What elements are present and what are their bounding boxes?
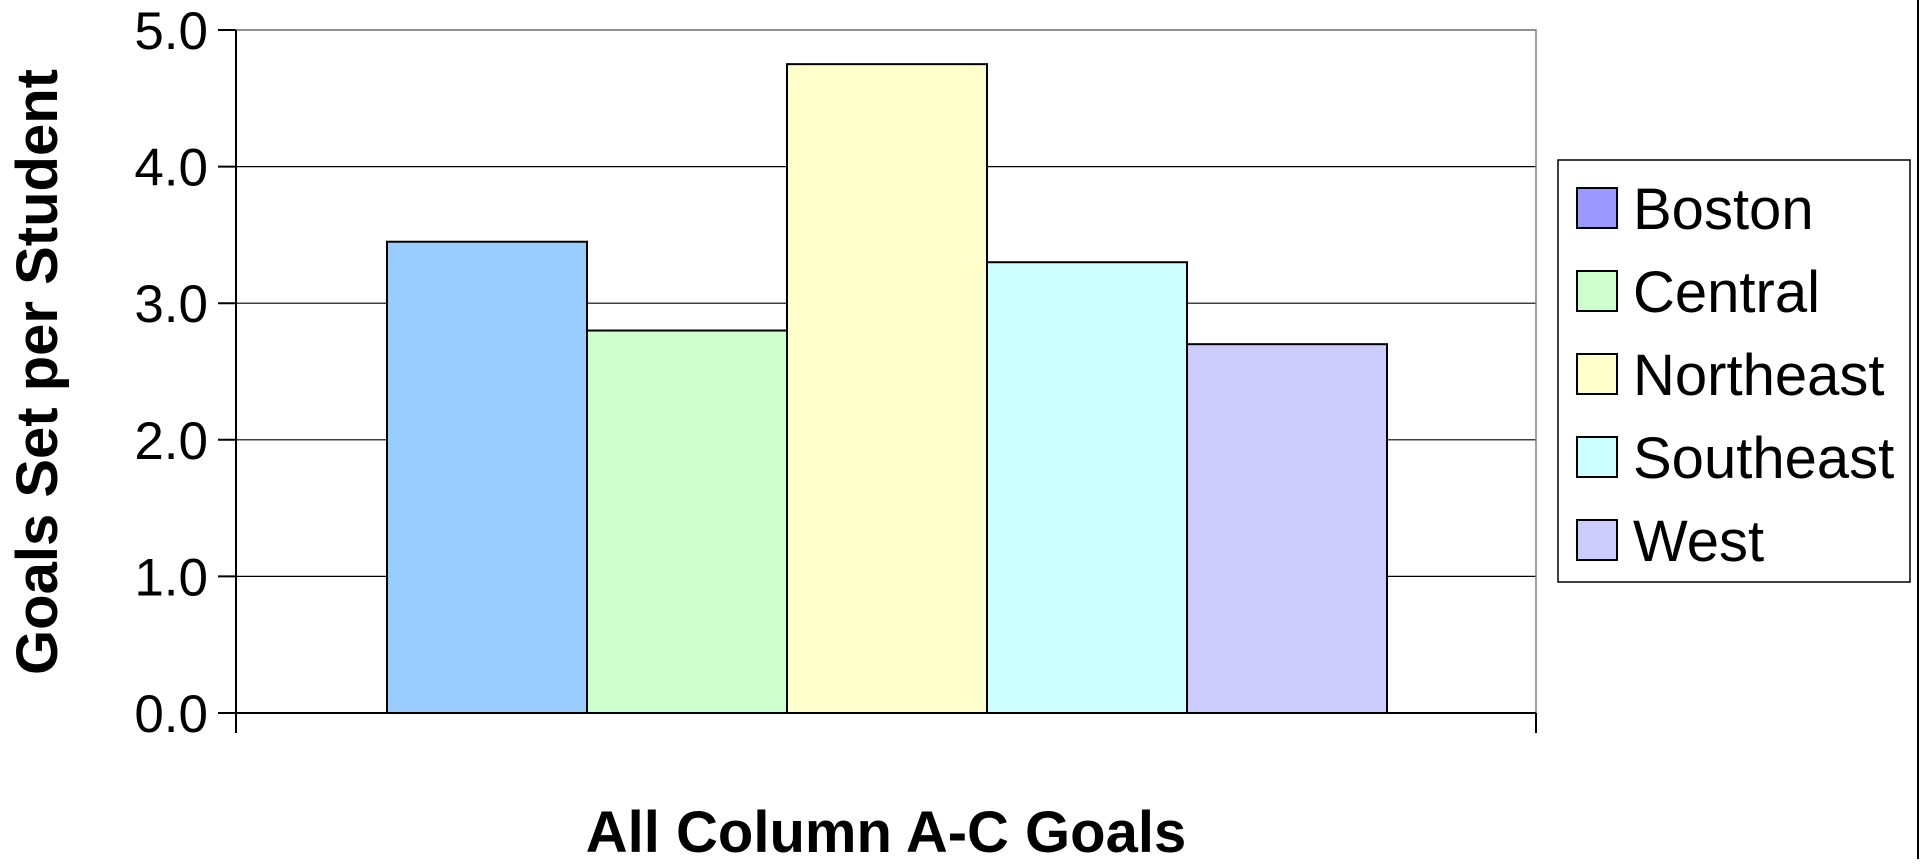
legend-label-boston: Boston bbox=[1633, 177, 1814, 242]
legend-label-northeast: Northeast bbox=[1633, 343, 1884, 408]
y-tick-label-2: 2.0 bbox=[134, 412, 208, 471]
legend-swatch-west bbox=[1576, 519, 1618, 561]
y-tick-label-3: 3.0 bbox=[134, 275, 208, 334]
bars bbox=[386, 63, 1388, 714]
bar-boston bbox=[386, 240, 588, 714]
y-axis-title: Goals Set per Student bbox=[5, 69, 70, 675]
y-tick-label-1: 1.0 bbox=[134, 548, 208, 607]
y-tick-label-4: 4.0 bbox=[134, 139, 208, 198]
bar-central bbox=[586, 329, 788, 714]
x-axis-title: All Column A-C Goals bbox=[586, 800, 1186, 859]
axes bbox=[218, 29, 1537, 733]
legend-label-southeast: Southeast bbox=[1633, 426, 1894, 491]
legend-label-central: Central bbox=[1633, 260, 1820, 325]
legend-swatch-boston bbox=[1576, 187, 1618, 229]
bar-west bbox=[1186, 343, 1388, 714]
legend: Boston Central Northeast Southeast West bbox=[1557, 159, 1911, 583]
legend-swatch-northeast bbox=[1576, 353, 1618, 395]
legend-swatch-southeast bbox=[1576, 436, 1618, 478]
bar-southeast bbox=[986, 261, 1188, 714]
y-tick-label-5: 5.0 bbox=[134, 2, 208, 61]
legend-swatch-central bbox=[1576, 270, 1618, 312]
legend-label-west: West bbox=[1633, 509, 1764, 574]
y-tick-labels: 0.0 1.0 2.0 3.0 4.0 5.0 bbox=[134, 2, 208, 744]
y-tick-label-0: 0.0 bbox=[134, 685, 208, 744]
bar-northeast bbox=[786, 63, 988, 714]
